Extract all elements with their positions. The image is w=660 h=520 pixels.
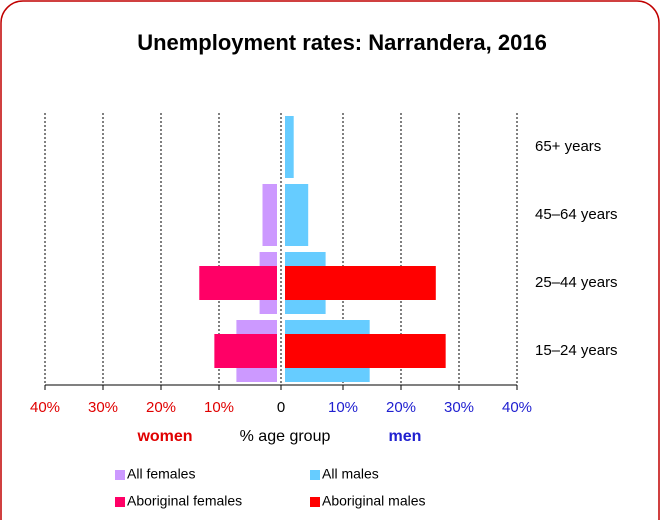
bar: [199, 266, 277, 300]
women-label: women: [136, 428, 192, 445]
x-axis-label: % age group: [240, 428, 331, 445]
bar: [285, 116, 294, 178]
legend-label: Aboriginal females: [127, 493, 242, 509]
x-tick-label: 30%: [88, 399, 118, 416]
bar: [285, 334, 446, 368]
bar: [285, 184, 309, 246]
legend-label: All females: [127, 466, 195, 482]
x-tick-label: 40%: [30, 399, 60, 416]
x-tick-label: 0: [277, 399, 285, 416]
legend-swatch: [115, 470, 125, 480]
bar: [214, 334, 277, 368]
chart-title: Unemployment rates: Narrandera, 2016: [137, 30, 547, 55]
legend-swatch: [310, 470, 320, 480]
legend-swatch: [115, 497, 125, 507]
x-tick-label: 30%: [444, 399, 474, 416]
category-label: 65+ years: [535, 138, 601, 155]
legend-label: All males: [322, 466, 379, 482]
x-tick-label: 10%: [204, 399, 234, 416]
men-label: men: [389, 428, 422, 445]
legend-swatch: [310, 497, 320, 507]
category-label: 15–24 years: [535, 342, 618, 359]
legend-label: Aboriginal males: [322, 493, 426, 509]
category-label: 25–44 years: [535, 274, 618, 291]
x-tick-label: 20%: [146, 399, 176, 416]
x-tick-label: 40%: [502, 399, 532, 416]
x-tick-label: 10%: [328, 399, 358, 416]
x-tick-label: 20%: [386, 399, 416, 416]
category-label: 45–64 years: [535, 206, 618, 223]
bar: [262, 184, 277, 246]
bar: [285, 266, 436, 300]
